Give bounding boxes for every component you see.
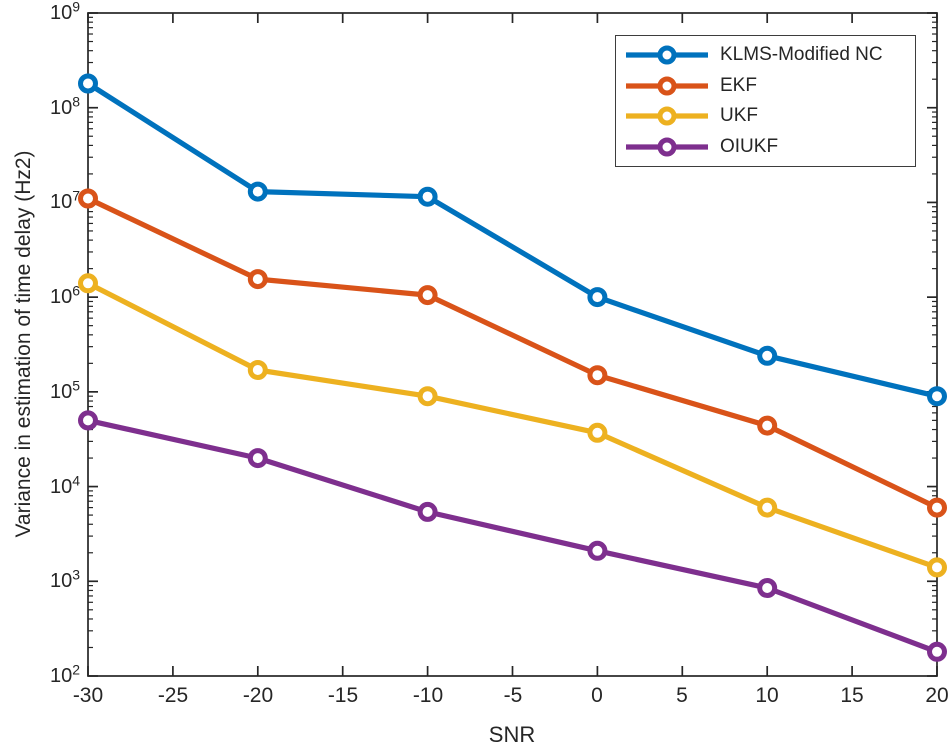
y-tick-label: 105 (49, 377, 80, 403)
data-point-marker (417, 285, 438, 306)
legend-marker-icon (657, 45, 677, 65)
data-point-marker (247, 448, 268, 469)
legend-line-sample (626, 137, 708, 157)
legend-marker-icon (657, 76, 677, 96)
data-point-marker (587, 287, 608, 308)
x-tick-label: 5 (676, 684, 688, 707)
legend-label: EKF (720, 74, 757, 96)
legend-label: OIUKF (720, 135, 779, 157)
data-point-marker (247, 269, 268, 290)
x-tick-label: 20 (925, 684, 949, 707)
y-tick-label: 107 (49, 187, 80, 213)
y-tick-label: 103 (49, 566, 80, 592)
x-tick-label: 15 (840, 684, 864, 707)
x-tick-label: -30 (72, 684, 104, 707)
data-point-marker (587, 540, 608, 561)
legend-line-sample (626, 76, 708, 96)
x-tick-label: -5 (503, 684, 523, 707)
y-tick-label: 109 (49, 0, 80, 24)
legend-label: UKF (720, 105, 758, 127)
legend-item: KLMS-Modified NC (623, 40, 915, 70)
legend-item: EKF (623, 71, 915, 101)
y-tick-label: 106 (49, 282, 80, 308)
data-point-marker (417, 501, 438, 522)
data-point-marker (78, 188, 98, 209)
data-point-marker (757, 578, 778, 598)
data-point-marker (927, 386, 947, 407)
data-point-marker (417, 186, 438, 207)
data-point-marker (757, 345, 778, 366)
series-line-ekf (85, 195, 940, 511)
x-tick-label: -15 (327, 684, 359, 707)
data-point-marker (927, 557, 947, 578)
legend: KLMS-Modified NC EKF UKF OIUKF (615, 35, 916, 167)
y-axis-title: Variance in estimation of time delay (Hz… (12, 150, 35, 538)
series-line-oiukf (85, 417, 940, 655)
legend-label: KLMS-Modified NC (720, 44, 883, 66)
x-tick-label: -10 (412, 684, 444, 707)
data-point-marker (78, 410, 98, 431)
y-tick-label: 102 (49, 661, 80, 687)
data-point-marker (757, 497, 778, 518)
legend-marker-icon (657, 106, 677, 126)
data-point-marker (417, 386, 438, 407)
x-tick-label: 10 (755, 684, 779, 707)
series-line-klms-modified-nc (85, 80, 940, 399)
legend-item: OIUKF (623, 132, 915, 162)
data-point-marker (247, 360, 268, 380)
data-point-marker (927, 641, 947, 662)
x-tick-label: -25 (157, 684, 189, 707)
data-point-marker (78, 273, 98, 294)
data-point-marker (78, 73, 98, 94)
data-point-marker (587, 365, 608, 386)
data-point-marker (247, 181, 268, 202)
y-tick-label: 108 (49, 93, 80, 119)
data-point-marker (927, 497, 947, 518)
legend-item: UKF (623, 101, 915, 131)
data-point-marker (757, 415, 778, 436)
x-axis-title: SNR (488, 722, 536, 747)
legend-line-sample (626, 106, 708, 126)
legend-marker-icon (657, 137, 677, 157)
y-tick-label: 104 (49, 472, 80, 498)
x-tick-label: -20 (242, 684, 274, 707)
legend-line-sample (626, 45, 708, 65)
series-line-ukf (85, 280, 940, 571)
data-point-marker (587, 422, 608, 443)
x-tick-label: 0 (591, 684, 603, 707)
